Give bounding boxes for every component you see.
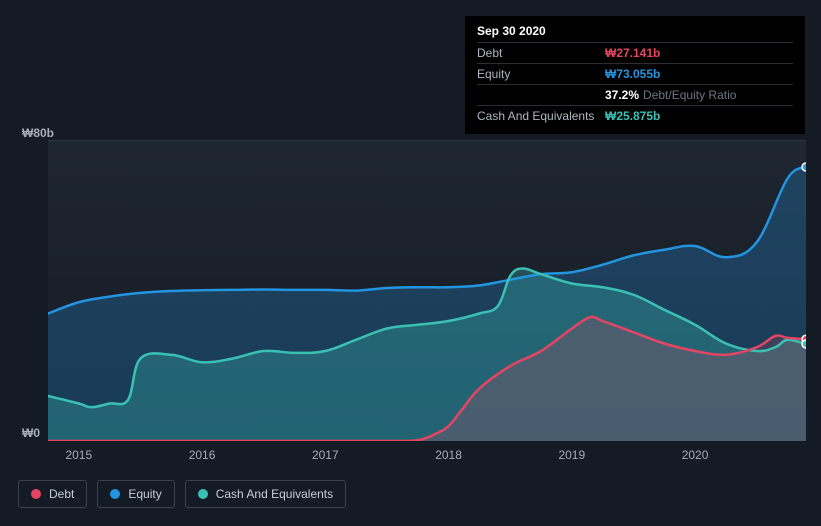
legend-label: Debt xyxy=(49,487,74,501)
chart-legend: Debt Equity Cash And Equivalents xyxy=(18,480,346,508)
legend-swatch xyxy=(198,489,208,499)
tooltip-row-label: Debt xyxy=(477,46,605,60)
tooltip-row-label: Cash And Equivalents xyxy=(477,109,605,123)
x-tick-label: 2020 xyxy=(682,448,709,462)
tooltip-row-secondary: Debt/Equity Ratio xyxy=(643,88,736,102)
chart-tooltip: Sep 30 2020 Debt₩27.141bEquity₩73.055b37… xyxy=(465,16,805,134)
y-axis-label-bottom: ₩0 xyxy=(22,426,40,440)
y-axis-label-top: ₩80b xyxy=(22,126,54,140)
end-marker xyxy=(802,340,806,348)
x-tick-label: 2017 xyxy=(312,448,339,462)
legend-label: Cash And Equivalents xyxy=(216,487,333,501)
tooltip-row-label: Equity xyxy=(477,67,605,81)
x-tick-label: 2018 xyxy=(435,448,462,462)
legend-item-equity[interactable]: Equity xyxy=(97,480,174,508)
legend-label: Equity xyxy=(128,487,161,501)
x-tick-label: 2016 xyxy=(189,448,216,462)
legend-item-debt[interactable]: Debt xyxy=(18,480,87,508)
tooltip-row-label xyxy=(477,88,605,102)
legend-item-cash-and-equivalents[interactable]: Cash And Equivalents xyxy=(185,480,346,508)
tooltip-row-value: 37.2% xyxy=(605,88,639,102)
x-axis: 2015 2016 2017 2018 2019 2020 xyxy=(48,448,806,468)
chart-plot-area[interactable] xyxy=(48,140,806,440)
legend-swatch xyxy=(31,489,41,499)
tooltip-date: Sep 30 2020 xyxy=(477,24,793,42)
x-tick-label: 2019 xyxy=(558,448,585,462)
tooltip-row-value: ₩27.141b xyxy=(605,46,660,60)
end-marker xyxy=(802,163,806,171)
tooltip-row: 37.2% Debt/Equity Ratio xyxy=(477,84,793,105)
tooltip-row: Cash And Equivalents₩25.875b xyxy=(477,105,793,126)
chart-container: ₩80b ₩0 201520162017201820192020 xyxy=(18,118,806,458)
tooltip-row: Equity₩73.055b xyxy=(477,63,793,84)
legend-swatch xyxy=(110,489,120,499)
tooltip-row-value: ₩25.875b xyxy=(605,109,660,123)
tooltip-row-value: ₩73.055b xyxy=(605,67,660,81)
tooltip-row: Debt₩27.141b xyxy=(477,42,793,63)
x-tick-label: 2015 xyxy=(65,448,92,462)
